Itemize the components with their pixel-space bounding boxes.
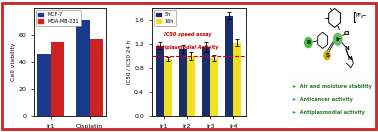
Bar <box>164 59 172 116</box>
Bar <box>233 43 242 116</box>
Bar <box>51 42 64 116</box>
Bar <box>76 20 90 116</box>
Bar <box>225 16 233 116</box>
Legend: 5h, 16h: 5h, 16h <box>154 10 176 26</box>
Bar <box>187 56 195 116</box>
Bar <box>202 47 210 116</box>
Bar <box>210 58 218 116</box>
Text: IC50 speed assay: IC50 speed assay <box>164 32 211 37</box>
Bar <box>179 49 187 116</box>
Text: Antiplasmodial Activity: Antiplasmodial Activity <box>156 45 219 50</box>
Y-axis label: IC50 / IC50 24 h: IC50 / IC50 24 h <box>126 40 131 84</box>
Bar <box>90 39 103 116</box>
Legend: MCF-7, MDA-MB-231: MCF-7, MDA-MB-231 <box>36 10 81 26</box>
Bar <box>37 54 51 116</box>
Y-axis label: Cell viability: Cell viability <box>11 43 16 81</box>
Bar <box>156 46 164 116</box>
